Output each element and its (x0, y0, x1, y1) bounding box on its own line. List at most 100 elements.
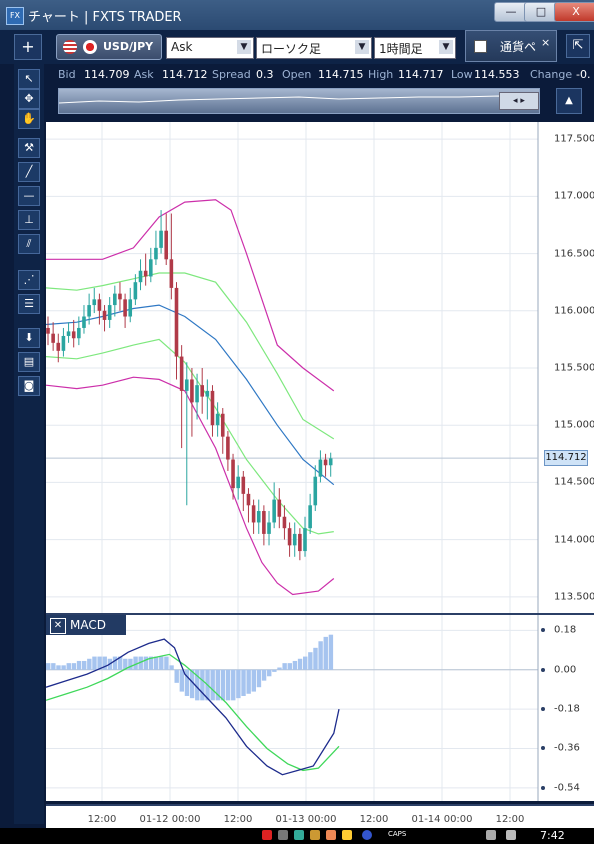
candle[interactable] (128, 287, 133, 323)
download-icon[interactable]: ⬇ (18, 328, 40, 348)
macd-line (45, 638, 340, 776)
parallel-lines-icon[interactable]: ⫽ (18, 234, 40, 254)
chevron-down-icon: ▼ (355, 40, 369, 54)
candle[interactable] (210, 385, 215, 437)
macd-histogram-bar (97, 656, 102, 670)
macd-histogram-bar (256, 669, 262, 688)
candle[interactable] (184, 362, 189, 506)
sparkline-scroll-buttons[interactable]: ◂ ▸ (499, 92, 539, 110)
candle[interactable] (102, 305, 107, 332)
candle[interactable] (51, 322, 55, 351)
pair-tab-close-icon[interactable]: × (541, 36, 551, 49)
macd-chart[interactable] (45, 615, 594, 801)
candle[interactable] (318, 450, 323, 483)
macd-tick-label: 0.18 (554, 624, 577, 636)
macd-panel[interactable] (45, 615, 594, 801)
candle[interactable] (154, 230, 158, 266)
candle[interactable] (92, 287, 97, 314)
hammer-icon[interactable]: ⚒ (18, 138, 40, 158)
candle[interactable] (190, 368, 194, 437)
collapse-button[interactable]: ⇱ (566, 34, 590, 58)
list-icon[interactable]: ▤ (18, 352, 40, 372)
price-chart-panel[interactable] (45, 122, 594, 614)
panel-divider[interactable] (46, 613, 594, 615)
candle[interactable] (292, 522, 297, 557)
crosshair-pointer-icon[interactable]: ✥ (18, 89, 40, 109)
price-type-select[interactable]: Ask ▼ (166, 37, 254, 59)
candle[interactable] (308, 493, 312, 534)
candle[interactable] (282, 505, 287, 540)
candle[interactable] (133, 274, 138, 306)
fan-icon[interactable]: ⋰ (18, 270, 40, 290)
candle[interactable] (236, 465, 240, 500)
candle[interactable] (328, 452, 333, 477)
close-indicator-icon[interactable]: ✕ (50, 618, 66, 634)
candle[interactable] (205, 379, 210, 420)
hand-icon[interactable]: ✋ (18, 109, 40, 129)
pair-checkbox[interactable] (474, 40, 487, 53)
candle[interactable] (169, 213, 174, 300)
candle[interactable] (66, 322, 71, 343)
candle[interactable] (200, 368, 204, 414)
candle[interactable] (143, 253, 148, 286)
candle[interactable] (277, 488, 282, 529)
candle[interactable] (267, 511, 271, 546)
candle[interactable] (220, 408, 225, 454)
chart-type-select[interactable]: ローソク足 ▼ (256, 37, 372, 59)
close-button[interactable]: X (554, 2, 594, 22)
candle[interactable] (61, 327, 66, 357)
candle[interactable] (179, 345, 184, 449)
drawing-tools-sidebar: ↖ ✥ ✋ ⚒ ╱ — ⊥ ⫽ ⋰ ☰ ⬇ ▤ ◙ (14, 64, 44, 824)
candle[interactable] (71, 319, 76, 348)
candle[interactable] (164, 213, 169, 266)
camera-icon[interactable]: ◙ (18, 376, 40, 396)
candle[interactable] (272, 482, 276, 529)
symbol-selector[interactable]: USD/JPY (56, 34, 162, 60)
candle[interactable] (97, 293, 102, 325)
bid-value: 114.709 (84, 68, 130, 81)
candle[interactable] (118, 282, 122, 311)
candle[interactable] (77, 316, 81, 346)
candle[interactable] (123, 293, 127, 328)
candle[interactable] (256, 499, 261, 534)
candle[interactable] (226, 430, 230, 471)
candle[interactable] (251, 499, 256, 534)
candle[interactable] (262, 505, 266, 546)
fibonacci-icon[interactable]: ☰ (18, 294, 40, 314)
vertical-line-icon[interactable]: ⊥ (18, 210, 40, 230)
candle[interactable] (46, 316, 50, 346)
candle[interactable] (246, 488, 251, 523)
volume-icon (506, 830, 516, 840)
pointer-icon[interactable]: ↖ (18, 69, 40, 89)
candle[interactable] (287, 522, 292, 557)
horizontal-line-icon[interactable]: — (18, 186, 40, 206)
trendline-icon[interactable]: ╱ (18, 162, 40, 182)
candle[interactable] (323, 453, 328, 477)
candle[interactable] (231, 453, 235, 500)
candle[interactable] (159, 210, 163, 254)
candle[interactable] (56, 333, 61, 363)
candle[interactable] (149, 247, 153, 283)
currency-pair-tab[interactable]: 通貨ペ (465, 30, 557, 62)
add-chart-button[interactable]: + (14, 34, 42, 60)
candle[interactable] (113, 285, 117, 317)
maximize-button[interactable]: □ (524, 2, 558, 22)
candle[interactable] (313, 465, 318, 512)
current-price-tag: 114.712 (544, 450, 588, 467)
candle[interactable] (82, 305, 86, 334)
candle[interactable] (107, 297, 112, 328)
lock-icon[interactable]: ▲ (556, 88, 582, 114)
candle[interactable] (195, 373, 199, 420)
overview-sparkline[interactable] (58, 88, 540, 114)
minimize-button[interactable]: — (494, 2, 528, 22)
timeframe-select[interactable]: 1時間足 ▼ (374, 37, 456, 59)
candle[interactable] (138, 259, 143, 291)
candle[interactable] (87, 293, 91, 325)
candle[interactable] (241, 470, 246, 512)
candle[interactable] (215, 402, 220, 437)
candle[interactable] (298, 528, 302, 561)
candlestick-chart[interactable] (45, 122, 594, 614)
tick-marker (541, 746, 545, 751)
candle[interactable] (174, 282, 179, 380)
candle[interactable] (303, 516, 307, 557)
